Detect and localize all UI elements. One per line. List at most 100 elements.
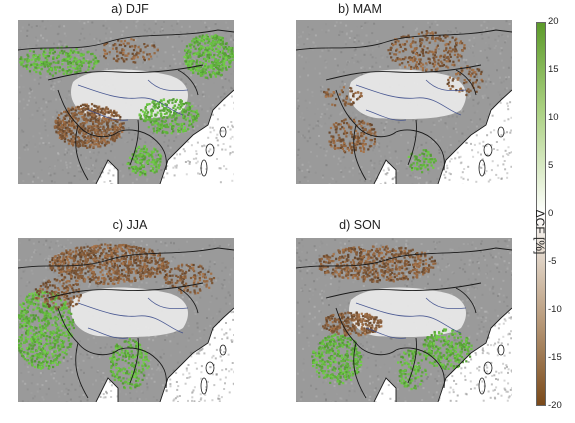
texture-pixel — [444, 176, 447, 179]
anomaly-pixel — [106, 136, 109, 140]
panel-title-djf: a) DJF — [111, 2, 149, 16]
anomaly-pixel — [72, 123, 75, 126]
anomaly-pixel — [93, 109, 96, 112]
anomaly-pixel — [211, 48, 214, 51]
anomaly-pixel — [131, 45, 134, 48]
anomaly-pixel — [120, 57, 123, 60]
texture-pixel — [82, 292, 85, 295]
texture-pixel — [397, 161, 399, 164]
texture-pixel — [169, 125, 172, 128]
texture-pixel — [46, 20, 49, 23]
texture-pixel — [50, 257, 53, 260]
texture-pixel — [468, 39, 471, 42]
texture-pixel — [201, 283, 204, 286]
texture-pixel — [65, 164, 68, 167]
anomaly-pixel — [412, 40, 415, 43]
anomaly-pixel — [474, 81, 477, 84]
anomaly-pixel — [94, 128, 97, 131]
texture-pixel — [417, 177, 419, 180]
anomaly-pixel — [141, 165, 144, 168]
anomaly-pixel — [49, 48, 52, 51]
texture-pixel — [414, 29, 417, 32]
texture-pixel — [447, 39, 450, 42]
anomaly-pixel — [121, 122, 124, 125]
texture-pixel — [102, 254, 105, 257]
texture-pixel — [454, 128, 457, 130]
anomaly-pixel — [150, 165, 153, 168]
texture-pixel — [91, 171, 94, 174]
anomaly-pixel — [64, 115, 67, 118]
anomaly-pixel — [426, 164, 429, 167]
anomaly-pixel — [75, 140, 79, 143]
texture-pixel — [54, 172, 57, 175]
anomaly-pixel — [228, 56, 231, 60]
anomaly-pixel — [351, 135, 354, 139]
texture-pixel — [57, 32, 60, 35]
texture-pixel — [339, 142, 342, 144]
anomaly-pixel — [72, 66, 75, 69]
texture-pixel — [38, 132, 41, 135]
texture-pixel — [195, 352, 198, 355]
texture-pixel — [221, 148, 224, 151]
texture-pixel — [59, 159, 62, 162]
texture-pixel — [342, 156, 345, 159]
texture-pixel — [169, 385, 172, 388]
texture-pixel — [378, 40, 381, 43]
texture-pixel — [139, 249, 142, 252]
anomaly-pixel — [467, 88, 470, 91]
texture-pixel — [187, 160, 190, 162]
anomaly-pixel — [153, 104, 157, 107]
anomaly-pixel — [46, 63, 49, 66]
texture-pixel — [170, 24, 173, 27]
anomaly-pixel — [227, 55, 230, 58]
texture-pixel — [148, 27, 151, 30]
anomaly-pixel — [352, 146, 355, 149]
anomaly-pixel — [174, 120, 177, 124]
texture-pixel — [128, 169, 131, 172]
texture-pixel — [427, 175, 430, 177]
anomaly-pixel — [176, 106, 179, 109]
anomaly-pixel — [141, 153, 144, 156]
texture-pixel — [220, 77, 223, 80]
texture-pixel — [507, 146, 510, 149]
anomaly-pixel — [153, 120, 156, 123]
texture-pixel — [335, 66, 338, 69]
texture-pixel — [156, 116, 158, 119]
texture-pixel — [144, 141, 147, 144]
texture-pixel — [161, 349, 164, 351]
texture-pixel — [57, 332, 60, 335]
texture-pixel — [439, 116, 442, 119]
anomaly-pixel — [114, 43, 117, 46]
texture-pixel — [185, 173, 188, 176]
anomaly-pixel — [354, 91, 357, 94]
anomaly-pixel — [324, 95, 327, 98]
anomaly-pixel — [120, 125, 123, 129]
texture-pixel — [201, 248, 204, 250]
texture-pixel — [36, 88, 39, 91]
anomaly-pixel — [178, 107, 181, 110]
texture-pixel — [324, 59, 327, 62]
texture-pixel — [212, 328, 214, 331]
texture-pixel — [72, 401, 75, 402]
texture-pixel — [31, 373, 34, 376]
texture-pixel — [330, 176, 333, 179]
texture-pixel — [182, 33, 185, 36]
country-border — [296, 29, 512, 51]
texture-pixel — [72, 282, 75, 285]
texture-pixel — [229, 244, 232, 247]
texture-pixel — [481, 69, 484, 72]
texture-pixel — [52, 85, 55, 88]
anomaly-pixel — [52, 57, 55, 60]
anomaly-pixel — [459, 88, 462, 91]
texture-pixel — [22, 329, 25, 332]
texture-pixel — [230, 95, 233, 98]
anomaly-pixel — [218, 46, 221, 49]
texture-pixel — [427, 172, 430, 175]
anomaly-pixel — [361, 126, 364, 129]
texture-pixel — [187, 399, 189, 402]
anomaly-pixel — [55, 56, 59, 60]
anomaly-pixel — [153, 130, 156, 133]
texture-pixel — [160, 169, 163, 171]
anomaly-pixel — [25, 64, 28, 67]
anomaly-pixel — [72, 116, 75, 119]
